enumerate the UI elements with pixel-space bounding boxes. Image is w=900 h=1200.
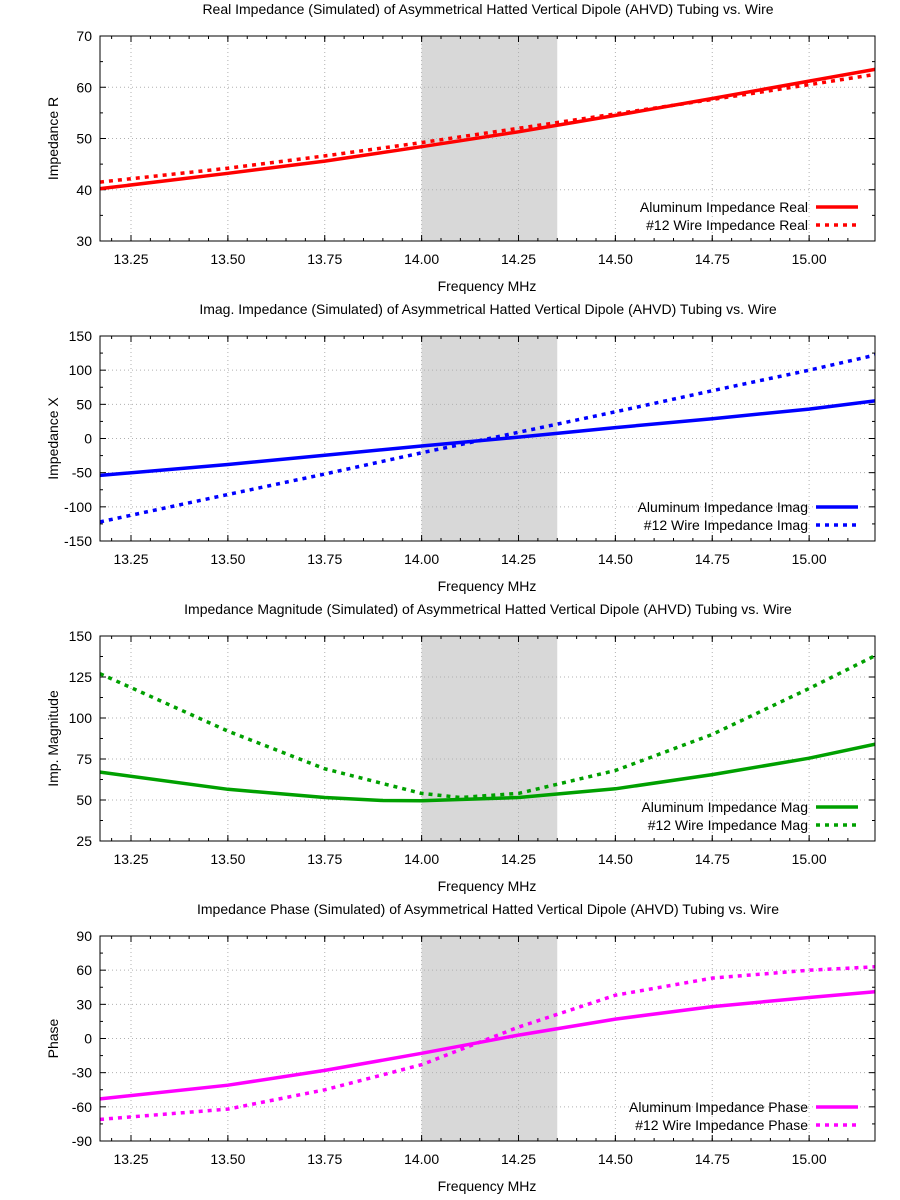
y-tick-label: 150: [69, 328, 93, 344]
y-tick-label: -100: [64, 499, 92, 515]
x-tick-label: 14.25: [501, 551, 536, 567]
y-tick-label: -50: [72, 465, 92, 481]
x-tick-label: 14.50: [598, 551, 633, 567]
phase-impedance-chart: Impedance Phase (Simulated) of Asymmetri…: [45, 901, 876, 1194]
highlight-band: [421, 636, 558, 841]
legend-label: Aluminum Impedance Real: [640, 199, 808, 215]
y-tick-label: 125: [69, 669, 93, 685]
y-tick-label: 60: [76, 962, 92, 978]
legend-label: Aluminum Impedance Imag: [638, 499, 808, 515]
x-tick-label: 13.50: [210, 551, 245, 567]
y-tick-label: 30: [76, 233, 92, 249]
x-tick-label: 14.00: [404, 851, 439, 867]
x-tick-label: 14.00: [404, 551, 439, 567]
y-tick-label: 75: [76, 751, 92, 767]
x-tick-label: 14.25: [501, 851, 536, 867]
real-impedance-chart: Real Impedance (Simulated) of Asymmetric…: [45, 1, 876, 294]
y-axis-label: Impedance X: [45, 397, 61, 480]
legend-label: Aluminum Impedance Mag: [641, 799, 808, 815]
y-tick-label: 50: [76, 131, 92, 147]
y-tick-label: 50: [76, 396, 92, 412]
plot-border: [99, 335, 876, 542]
x-tick-label: 13.75: [307, 551, 342, 567]
y-tick-label: -90: [72, 1133, 92, 1149]
x-axis-label: Frequency MHz: [438, 278, 537, 294]
wire-series-line: [100, 353, 875, 524]
x-tick-label: 15.00: [792, 851, 827, 867]
y-tick-label: 30: [76, 996, 92, 1012]
x-tick-label: 14.50: [598, 1151, 633, 1167]
x-tick-label: 14.50: [598, 851, 633, 867]
x-tick-label: 14.50: [598, 251, 633, 267]
legend-label: Aluminum Impedance Phase: [629, 1099, 808, 1115]
x-tick-label: 13.75: [307, 851, 342, 867]
x-tick-label: 15.00: [792, 551, 827, 567]
y-tick-label: 25: [76, 833, 92, 849]
x-axis-label: Frequency MHz: [438, 1178, 537, 1194]
aluminum-series-line: [100, 990, 875, 1101]
y-axis-label: Imp. Magnitude: [45, 690, 61, 787]
chart-title: Impedance Magnitude (Simulated) of Asymm…: [184, 601, 792, 617]
y-tick-label: -150: [64, 533, 92, 549]
y-tick-label: -60: [72, 1099, 92, 1115]
x-tick-label: 14.75: [695, 251, 730, 267]
chart-title: Imag. Impedance (Simulated) of Asymmetri…: [199, 301, 777, 317]
x-tick-label: 13.75: [307, 1151, 342, 1167]
x-tick-label: 13.75: [307, 251, 342, 267]
y-tick-label: 0: [84, 1031, 92, 1047]
y-tick-label: 50: [76, 792, 92, 808]
y-axis-label: Impedance R: [45, 97, 61, 180]
y-axis-label: Phase: [45, 1018, 61, 1058]
imag-impedance-chart: Imag. Impedance (Simulated) of Asymmetri…: [45, 301, 876, 594]
x-tick-label: 13.50: [210, 851, 245, 867]
y-tick-label: 0: [84, 431, 92, 447]
aluminum-series-line: [100, 742, 875, 803]
y-tick-label: 150: [69, 628, 93, 644]
y-tick-label: 90: [76, 928, 92, 944]
aluminum-series-line: [100, 67, 875, 191]
x-tick-label: 14.25: [501, 1151, 536, 1167]
x-tick-label: 13.25: [113, 551, 148, 567]
x-tick-label: 14.75: [695, 551, 730, 567]
x-tick-label: 14.00: [404, 251, 439, 267]
x-tick-label: 14.75: [695, 851, 730, 867]
x-tick-label: 13.25: [113, 851, 148, 867]
x-tick-label: 13.25: [113, 251, 148, 267]
legend-label: #12 Wire Impedance Imag: [644, 517, 808, 533]
y-tick-label: 100: [69, 710, 93, 726]
legend-label: #12 Wire Impedance Mag: [648, 817, 808, 833]
plot-border: [99, 35, 876, 242]
legend-label: #12 Wire Impedance Phase: [635, 1117, 808, 1133]
chart-title: Impedance Phase (Simulated) of Asymmetri…: [197, 901, 779, 917]
magnitude-impedance-chart: Impedance Magnitude (Simulated) of Asymm…: [45, 601, 876, 894]
x-tick-label: 14.25: [501, 251, 536, 267]
x-axis-label: Frequency MHz: [438, 878, 537, 894]
wire-series-line: [100, 965, 875, 1122]
x-tick-label: 15.00: [792, 251, 827, 267]
y-tick-label: 40: [76, 182, 92, 198]
wire-series-line: [100, 654, 875, 800]
x-tick-label: 13.50: [210, 1151, 245, 1167]
chart-title: Real Impedance (Simulated) of Asymmetric…: [202, 1, 773, 17]
y-tick-label: 70: [76, 28, 92, 44]
legend-label: #12 Wire Impedance Real: [646, 217, 808, 233]
y-tick-label: 100: [69, 362, 93, 378]
y-tick-label: -30: [72, 1065, 92, 1081]
x-axis-label: Frequency MHz: [438, 578, 537, 594]
x-tick-label: 14.75: [695, 1151, 730, 1167]
x-tick-label: 15.00: [792, 1151, 827, 1167]
x-tick-label: 14.00: [404, 1151, 439, 1167]
x-tick-label: 13.25: [113, 1151, 148, 1167]
x-tick-label: 13.50: [210, 251, 245, 267]
aluminum-series-line: [100, 399, 875, 478]
plot-border: [99, 635, 876, 842]
plot-border: [99, 935, 876, 1142]
y-tick-label: 60: [76, 79, 92, 95]
